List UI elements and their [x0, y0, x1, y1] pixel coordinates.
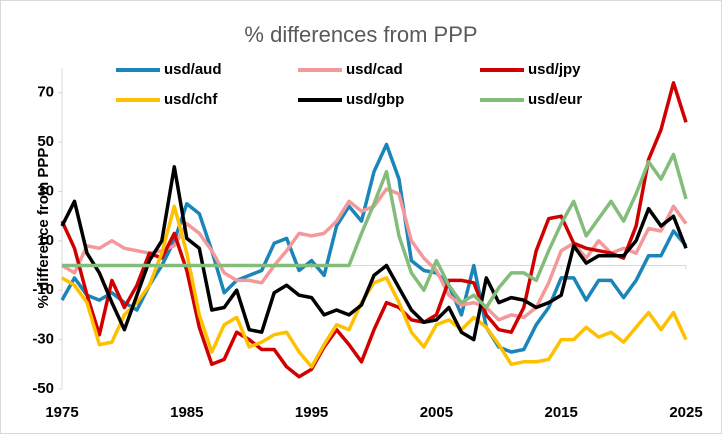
series-line	[61, 204, 688, 369]
series-line	[60, 165, 688, 342]
x-tick-label: 2015	[545, 404, 578, 421]
x-tick-label: 1995	[295, 404, 328, 421]
x-tick-label: 1975	[45, 404, 78, 421]
legend-label: usd/gbp	[346, 91, 404, 108]
y-tick-label: -50	[32, 380, 54, 397]
y-tick-label: -30	[32, 331, 54, 348]
x-tick-label: 1985	[170, 404, 203, 421]
y-tick-label: 10	[37, 232, 54, 249]
y-axis-label: % difference from PPP	[35, 148, 52, 309]
y-tick-label: -10	[32, 281, 54, 298]
y-tick-label: 50	[37, 133, 54, 150]
x-tick-label: 2005	[420, 404, 453, 421]
y-tick-label: 30	[37, 182, 54, 199]
legend-label: usd/jpy	[528, 61, 581, 78]
legend-label: usd/eur	[528, 91, 582, 108]
legend-label: usd/aud	[164, 61, 222, 78]
series-line	[62, 152, 688, 310]
legend-label: usd/cad	[346, 61, 403, 78]
x-tick-label: 2025	[669, 404, 702, 421]
legend-label: usd/chf	[164, 91, 218, 108]
chart-title: % differences from PPP	[244, 22, 477, 47]
series-line	[60, 142, 688, 354]
series-line	[60, 81, 688, 379]
y-tick-label: 70	[37, 84, 54, 101]
